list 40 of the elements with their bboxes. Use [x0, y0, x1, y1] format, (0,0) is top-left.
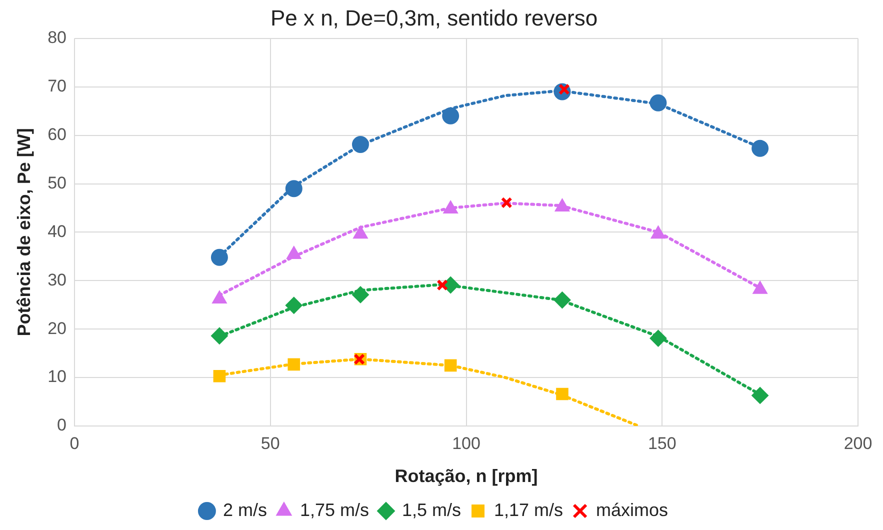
y-tick-label: 20: [48, 318, 67, 338]
y-tick-label: 10: [48, 367, 67, 386]
point: [752, 140, 769, 157]
y-tick-label: 40: [48, 222, 67, 241]
point: [285, 180, 302, 198]
y-tick-label: 50: [48, 173, 67, 192]
point: [444, 359, 457, 372]
y-tick-label: 30: [48, 270, 67, 290]
y-axis-title: Potência de eixo, Pe [W]: [14, 128, 34, 336]
x-tick-label: 50: [260, 434, 280, 453]
point: [556, 388, 568, 400]
point: [436, 279, 448, 291]
point: [288, 358, 300, 371]
point: [213, 370, 226, 382]
x-tick-label: 100: [452, 434, 480, 453]
y-tick-label: 0: [57, 416, 67, 435]
point: [442, 107, 460, 124]
point: [650, 330, 667, 347]
legend-label: 1,17 m/s: [494, 500, 564, 520]
x-axis-title: Rotação, n [rpm]: [394, 466, 538, 486]
legend-label: 2 m/s: [222, 500, 267, 520]
y-tick-label: 60: [48, 124, 67, 144]
point: [650, 94, 667, 112]
chart-title: Pe x n, De=0,3m, sentido reverso: [270, 5, 598, 30]
point: [500, 196, 512, 208]
legend-label: 1,5 m/s: [402, 500, 462, 520]
point: [210, 327, 228, 344]
point: [210, 248, 228, 266]
point: [752, 386, 769, 404]
point: [352, 136, 369, 154]
point: [352, 286, 369, 304]
y-tick-label: 70: [48, 76, 67, 96]
x-tick-label: 0: [70, 434, 80, 453]
legend-label: 1,75 m/s: [300, 500, 369, 520]
x-tick-label: 200: [844, 434, 872, 453]
point: [554, 292, 571, 309]
point: [285, 296, 302, 314]
x-tick-label: 150: [648, 434, 676, 453]
legend-label: máximos: [596, 500, 668, 520]
y-tick-label: 80: [48, 28, 67, 48]
